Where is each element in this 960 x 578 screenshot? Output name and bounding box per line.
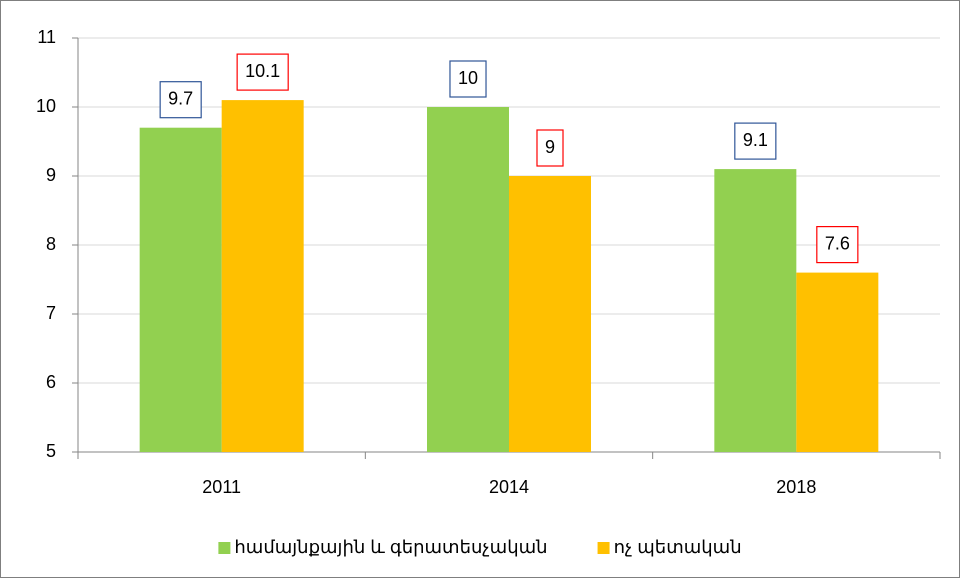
bar bbox=[427, 107, 509, 452]
y-tick-label: 7 bbox=[46, 303, 56, 323]
x-tick-label: 2011 bbox=[202, 477, 241, 497]
data-label: 9 bbox=[545, 137, 555, 157]
data-label-box bbox=[159, 81, 202, 119]
y-tick-label: 5 bbox=[46, 441, 56, 461]
bar bbox=[714, 169, 797, 452]
legend-swatch bbox=[597, 542, 610, 554]
y-tick-label: 6 bbox=[46, 372, 56, 392]
y-tick-label: 10 bbox=[36, 96, 56, 116]
data-label-box bbox=[816, 226, 859, 264]
bar bbox=[221, 100, 304, 452]
x-tick-label: 2018 bbox=[776, 477, 816, 497]
legend-label: համայնքային և գերատեսչական bbox=[234, 537, 547, 557]
legend-swatch bbox=[218, 542, 231, 554]
data-label: 10.1 bbox=[245, 61, 280, 81]
y-tick-label: 11 bbox=[37, 27, 56, 47]
data-label-box bbox=[734, 122, 777, 160]
data-label: 7.6 bbox=[825, 233, 850, 253]
bar bbox=[509, 176, 591, 452]
data-label-box bbox=[236, 53, 289, 91]
data-label: 9.1 bbox=[743, 130, 768, 150]
data-label: 9.7 bbox=[168, 88, 193, 108]
data-label-box bbox=[449, 60, 487, 98]
y-tick-label: 8 bbox=[46, 234, 56, 254]
data-label: 10 bbox=[458, 68, 478, 88]
legend-label: ոչ պետական bbox=[614, 537, 742, 557]
bar bbox=[796, 272, 879, 452]
y-tick-label: 9 bbox=[46, 165, 56, 185]
x-tick-label: 2014 bbox=[489, 477, 529, 497]
bar bbox=[139, 127, 222, 452]
data-label-box bbox=[536, 129, 564, 167]
